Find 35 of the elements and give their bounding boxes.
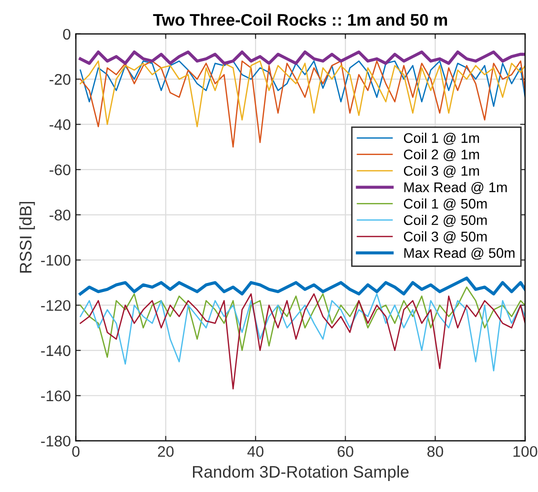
chart-title: Two Three-Coil Rocks :: 1m and 50 m (153, 14, 448, 26)
line-series (80, 60, 526, 148)
y-tick-label: -140 (41, 345, 70, 356)
legend-label: Coil 3 @ 1m (404, 166, 479, 178)
x-axis-title: Random 3D-Rotation Sample (192, 465, 409, 482)
x-tick-label: 0 (72, 446, 80, 457)
x-tick-label: 20 (158, 446, 174, 457)
legend-label: Coil 1 @ 50m (404, 198, 487, 210)
line-series (80, 60, 526, 107)
line-series (80, 60, 526, 128)
x-tick-label: 80 (427, 446, 444, 457)
line-series (78, 50, 526, 65)
y-tick-label: -180 (41, 436, 70, 447)
line-series (80, 293, 526, 390)
legend-label: Coil 3 @ 50m (404, 231, 487, 244)
y-tick-label: 0 (63, 28, 70, 40)
y-tick-label: -40 (50, 119, 70, 130)
line-series (80, 286, 526, 358)
legend-label: Max Read @ 50m (404, 248, 514, 260)
y-tick-label: -80 (50, 210, 70, 220)
legend-label: Coil 2 @ 1m (404, 149, 479, 162)
legend-label: Coil 2 @ 50m (404, 214, 487, 227)
legend-label: Max Read @ 1m (404, 182, 507, 194)
y-tick-label: -20 (50, 74, 70, 85)
y-tick-label: -120 (41, 300, 70, 311)
line-series (80, 293, 526, 372)
x-tick-label: 100 (514, 446, 538, 457)
x-tick-label: 40 (247, 446, 264, 457)
x-tick-label: 60 (338, 446, 354, 457)
y-tick-label: -100 (41, 254, 70, 266)
y-tick-label: -160 (41, 390, 70, 402)
y-axis-title: RSSI [dB] (19, 202, 35, 273)
legend-label: Coil 1 @ 1m (404, 132, 479, 145)
line-series (78, 276, 526, 296)
y-tick-label: -60 (50, 164, 70, 176)
